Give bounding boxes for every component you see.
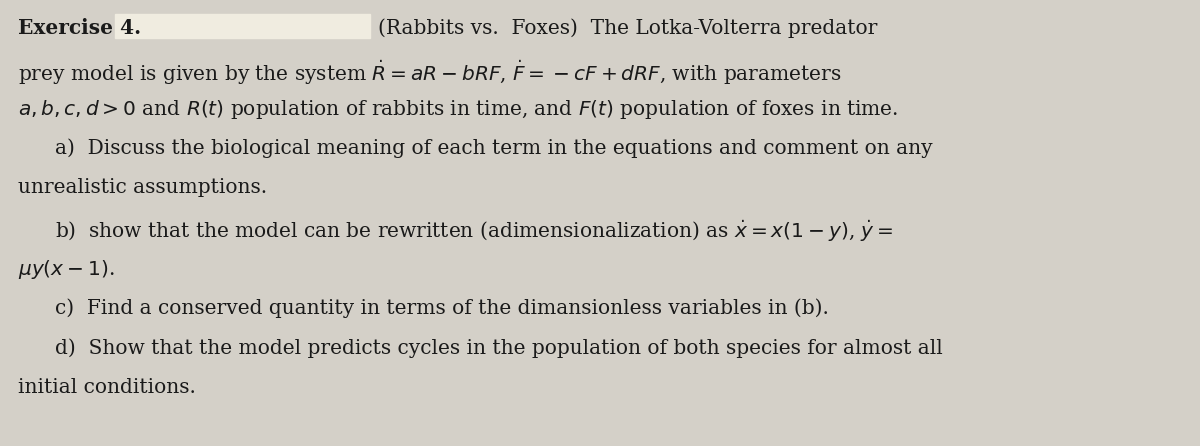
Text: Exercise 4.: Exercise 4. [18,18,142,38]
Text: (Rabbits vs.  Foxes)  The Lotka-Volterra predator: (Rabbits vs. Foxes) The Lotka-Volterra p… [378,18,877,37]
Text: unrealistic assumptions.: unrealistic assumptions. [18,178,268,197]
Text: b)  show that the model can be rewritten (adimensionalization) as $\dot{x} = x(1: b) show that the model can be rewritten … [55,218,893,244]
Text: c)  Find a conserved quantity in terms of the dimansionless variables in (b).: c) Find a conserved quantity in terms of… [55,298,829,318]
Text: $\mu y(x-1)$.: $\mu y(x-1)$. [18,258,115,281]
Text: prey model is given by the system $\dot{R} = aR - bRF$, $\dot{F} = -cF + dRF$, w: prey model is given by the system $\dot{… [18,58,841,87]
Text: initial conditions.: initial conditions. [18,378,196,397]
Text: a)  Discuss the biological meaning of each term in the equations and comment on : a) Discuss the biological meaning of eac… [55,138,932,157]
FancyBboxPatch shape [115,14,370,38]
Text: $a, b, c, d > 0$ and $R(t)$ population of rabbits in time, and $F(t)$ population: $a, b, c, d > 0$ and $R(t)$ population o… [18,98,899,121]
Text: d)  Show that the model predicts cycles in the population of both species for al: d) Show that the model predicts cycles i… [55,338,943,358]
